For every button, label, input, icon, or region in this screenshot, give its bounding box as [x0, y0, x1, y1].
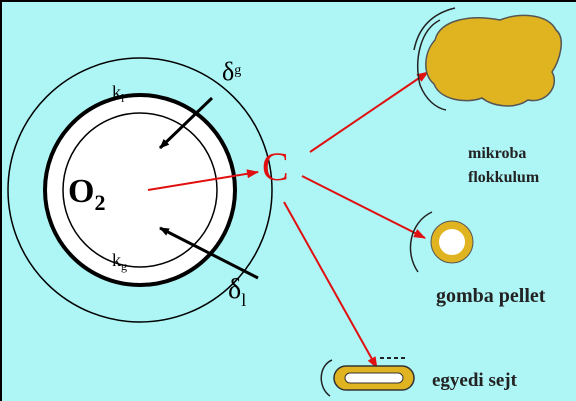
target-label: gomba pellet: [436, 285, 546, 307]
cell-inner: [345, 373, 403, 383]
symbol: k: [112, 82, 121, 102]
subscript: l: [241, 290, 246, 310]
target-label: mikroba: [468, 145, 526, 162]
symbol: O: [68, 173, 94, 210]
subscript: g: [121, 259, 127, 273]
floc: [426, 15, 561, 106]
pellet: [435, 225, 469, 259]
diagram: kl δg O2 kg δl C mikroba flokkulum gomba…: [0, 0, 576, 401]
center-label: C: [262, 144, 289, 189]
subscript: 2: [94, 190, 105, 215]
target-label: flokkulum: [468, 169, 540, 186]
symbol: δ: [228, 274, 241, 305]
subscript: g: [234, 63, 241, 78]
target-label: egyedi sejt: [432, 370, 518, 391]
symbol: k: [112, 250, 121, 270]
symbol: δ: [222, 57, 234, 86]
